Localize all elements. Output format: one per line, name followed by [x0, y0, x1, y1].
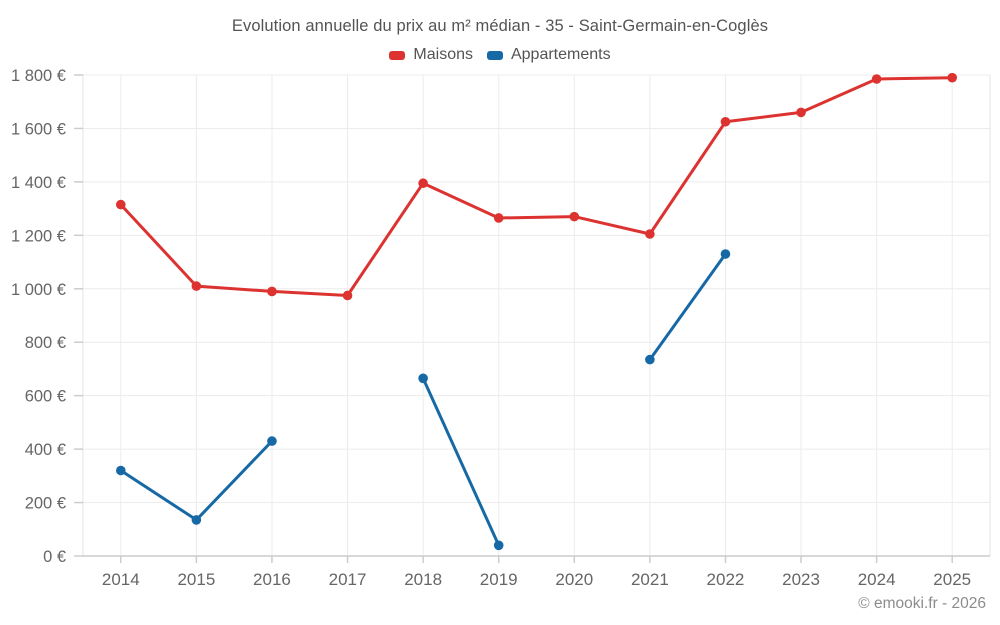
y-tick-label: 0 €	[43, 548, 66, 566]
chart-title: Evolution annuelle du prix au m² médian …	[231, 17, 769, 35]
maisons-point-2024[interactable]	[871, 74, 882, 84]
maisons-point-2016[interactable]	[267, 286, 277, 297]
appartements-point-2014[interactable]	[115, 465, 126, 476]
appartements-point-2018[interactable]	[418, 373, 428, 384]
y-tick-label: 600 €	[25, 388, 66, 406]
x-tick-label-2016: 2016	[253, 570, 291, 589]
maisons-point-2021[interactable]	[645, 229, 655, 239]
maisons-point-2022[interactable]	[720, 116, 731, 127]
legend-item-maisons[interactable]: Maisons	[389, 46, 473, 64]
chart-legend: Maisons Appartements	[0, 46, 1000, 64]
y-tick-label: 400 €	[25, 441, 66, 459]
maisons-point-2020[interactable]	[569, 211, 580, 222]
appartements-point-2019[interactable]	[493, 540, 504, 551]
maisons-point-2015[interactable]	[191, 281, 202, 291]
maisons-point-2019[interactable]	[493, 213, 504, 223]
maisons-point-2018[interactable]	[418, 178, 428, 189]
y-tick-label: 800 €	[25, 334, 66, 352]
x-tick-label-2018: 2018	[404, 570, 442, 589]
appartements-series-swatch	[486, 50, 503, 60]
x-tick-label-2019: 2019	[480, 570, 518, 589]
maisons-series-swatch	[389, 50, 406, 60]
legend-label-appartements: Appartements	[510, 46, 611, 63]
maisons-line	[119, 76, 954, 297]
appartements-point-2016[interactable]	[267, 436, 277, 446]
maisons-point-2017[interactable]	[342, 290, 353, 301]
x-tick-label-2014: 2014	[102, 570, 140, 589]
y-tick-label: 1 000 €	[11, 281, 66, 299]
appartements-point-2015[interactable]	[191, 515, 202, 525]
y-tick-label: 200 €	[25, 495, 66, 513]
x-tick-label-2015: 2015	[177, 570, 215, 589]
y-tick-label: 1 600 €	[11, 120, 66, 138]
x-tick-label-2021: 2021	[631, 570, 669, 589]
y-tick-label: 1 200 €	[11, 227, 66, 245]
x-tick-label-2023: 2023	[782, 570, 820, 589]
legend-label-maisons: Maisons	[413, 46, 473, 63]
maisons-point-2023[interactable]	[796, 107, 806, 118]
maisons-point-2014[interactable]	[115, 199, 126, 210]
legend-item-appartements[interactable]: Appartements	[486, 46, 611, 64]
footer-credit: © emooki.fr - 2026	[858, 595, 986, 612]
appartements-point-2021[interactable]	[645, 354, 655, 365]
x-tick-label-2025: 2025	[933, 570, 971, 589]
x-tick-label-2020: 2020	[555, 570, 593, 589]
y-tick-label: 1 800 €	[11, 67, 66, 85]
appartements-point-2022[interactable]	[720, 249, 731, 259]
x-tick-label-2022: 2022	[707, 570, 745, 589]
x-tick-label-2024: 2024	[858, 570, 896, 589]
y-tick-label: 1 400 €	[11, 174, 66, 192]
maisons-point-2025[interactable]	[947, 72, 958, 83]
x-tick-label-2017: 2017	[329, 570, 367, 589]
